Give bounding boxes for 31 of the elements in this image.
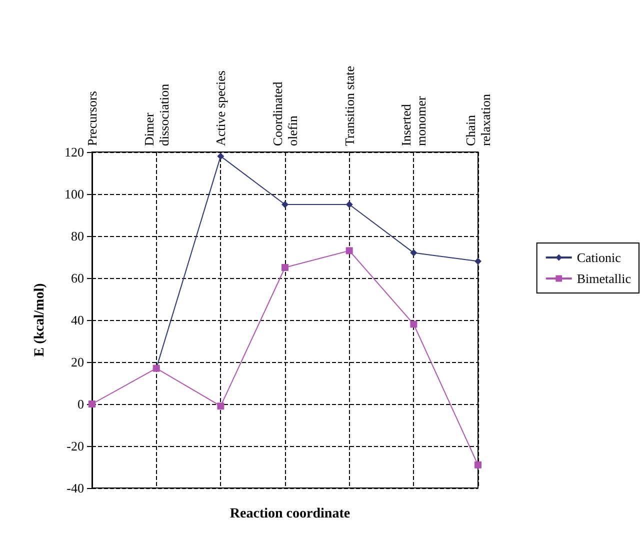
point: [410, 320, 418, 328]
y-tick-label: 80: [71, 228, 84, 244]
point: [88, 400, 96, 408]
point: [217, 152, 224, 160]
y-tick-label: 120: [64, 144, 84, 160]
x-tick-label: Chain relaxation: [463, 94, 493, 146]
point: [474, 258, 482, 265]
y-tick-label: -40: [66, 480, 84, 496]
y-tick-label: 0: [78, 396, 84, 412]
x-axis-title: Reaction coordinate: [230, 506, 350, 522]
legend-label: Cationic: [576, 250, 622, 265]
point: [474, 461, 482, 468]
y-tick-label: 100: [64, 186, 84, 202]
point: [217, 402, 224, 410]
y-tick-label: 40: [71, 312, 84, 328]
point: [282, 264, 288, 271]
x-tick-label: Inserted monomer: [398, 96, 429, 146]
x-tick-label: Active species: [213, 70, 228, 146]
x-tick-label: Dimer dissociation: [141, 83, 172, 146]
y-tick-label: 20: [71, 354, 84, 370]
x-tick-label: Coordinated olefin: [270, 81, 300, 146]
y-axis-title: E (kcal/mol): [32, 282, 48, 357]
legend-label: Bimetallic: [576, 271, 632, 286]
point: [346, 247, 353, 254]
x-tick-label: Precursors: [84, 91, 100, 146]
point: [410, 249, 418, 256]
x-tick-label: Transition state: [342, 66, 357, 146]
y-tick-label: 60: [71, 270, 84, 286]
point: [346, 201, 353, 208]
y-tick-label: -20: [66, 438, 84, 454]
point: [282, 201, 288, 208]
